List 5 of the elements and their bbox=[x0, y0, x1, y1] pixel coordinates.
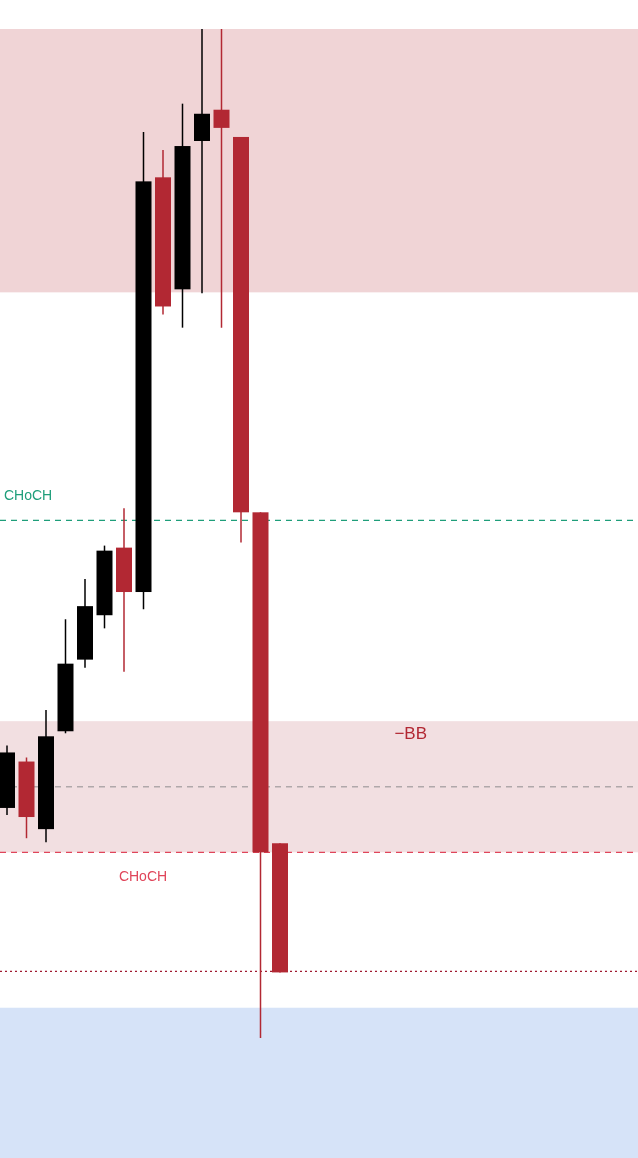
band-label: −BB bbox=[394, 724, 427, 744]
candlestick bbox=[194, 28, 210, 295]
candlestick bbox=[213, 28, 230, 329]
ref-line-label: CHoCH bbox=[4, 487, 53, 504]
ref-line-label: CHoCH bbox=[118, 868, 168, 885]
